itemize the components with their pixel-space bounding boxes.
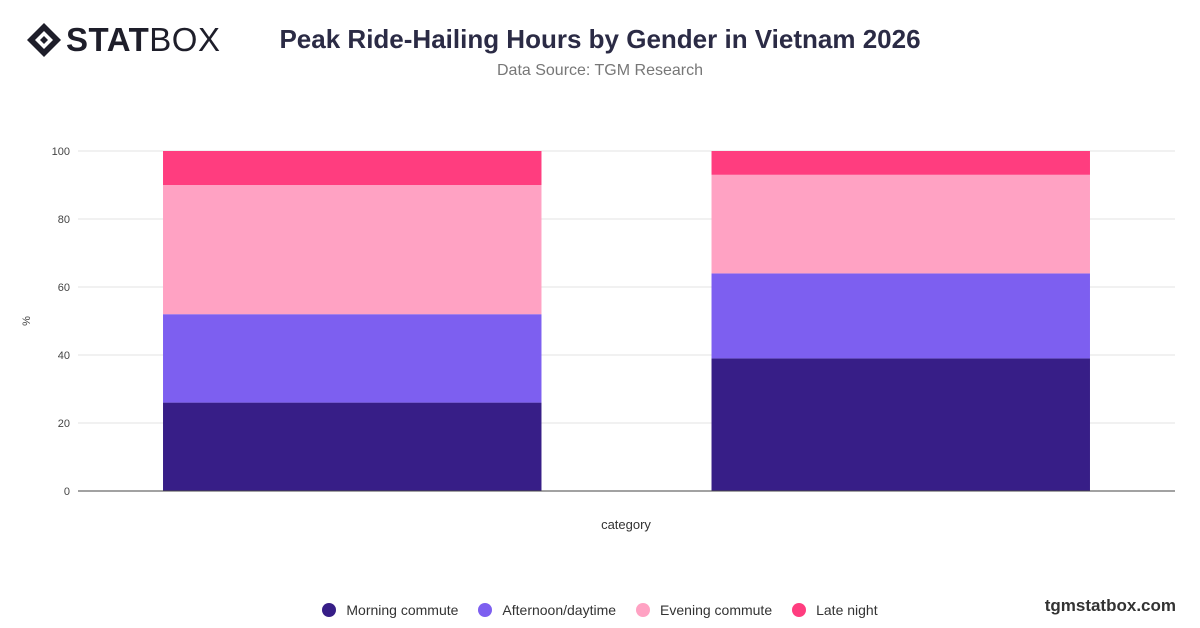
legend-item[interactable]: Afternoon/daytime (478, 602, 616, 618)
legend-item[interactable]: Morning commute (322, 602, 458, 618)
bar-segment-morning-commute (711, 358, 1090, 491)
legend-swatch (792, 603, 807, 617)
legend-swatch (478, 603, 493, 617)
legend-label: Evening commute (660, 602, 773, 618)
x-axis-label: category (601, 517, 651, 532)
chart-title: Peak Ride-Hailing Hours by Gender in Vie… (279, 24, 921, 54)
chart-subtitle: Data Source: TGM Research (496, 62, 703, 79)
brand-logo: STATBOX (26, 22, 220, 58)
legend-swatch (322, 603, 337, 617)
bar-segment-evening-commute (711, 174, 1090, 274)
footer-site: tgmstatbox.com (1044, 596, 1176, 615)
y-axis-ticks: 0 20 40 60 80 100 (52, 146, 70, 498)
bar-segment-afternoon-daytime (163, 314, 542, 403)
statbox-logo-icon (27, 23, 61, 57)
legend-label: Morning commute (346, 602, 459, 618)
bar-segment-late-night (711, 151, 1090, 175)
logo-text-bold: STAT (66, 21, 150, 58)
y-tick-label: 40 (58, 350, 70, 362)
legend-label: Late night (816, 602, 878, 618)
bar-segment-late-night (163, 151, 542, 185)
y-tick-label: 80 (58, 214, 70, 226)
chart-legend: Morning commute Afternoon/daytime Evening … (0, 602, 1200, 618)
legend-item[interactable]: Late night (792, 602, 878, 618)
y-tick-label: 0 (64, 486, 70, 498)
y-axis-label: % (21, 316, 33, 326)
logo-wordmark: STATBOX (66, 22, 220, 58)
legend-swatch (636, 603, 651, 617)
y-tick-label: 20 (58, 418, 70, 430)
logo-text-light: BOX (149, 21, 221, 58)
bars (163, 151, 1090, 491)
legend-item[interactable]: Evening commute (636, 602, 772, 618)
bar-segment-morning-commute (163, 402, 542, 491)
legend-label: Afternoon/daytime (502, 602, 617, 618)
bar-segment-evening-commute (163, 185, 542, 315)
y-tick-label: 100 (52, 146, 70, 158)
bar-segment-afternoon-daytime (711, 273, 1090, 359)
y-tick-label: 60 (58, 282, 70, 294)
